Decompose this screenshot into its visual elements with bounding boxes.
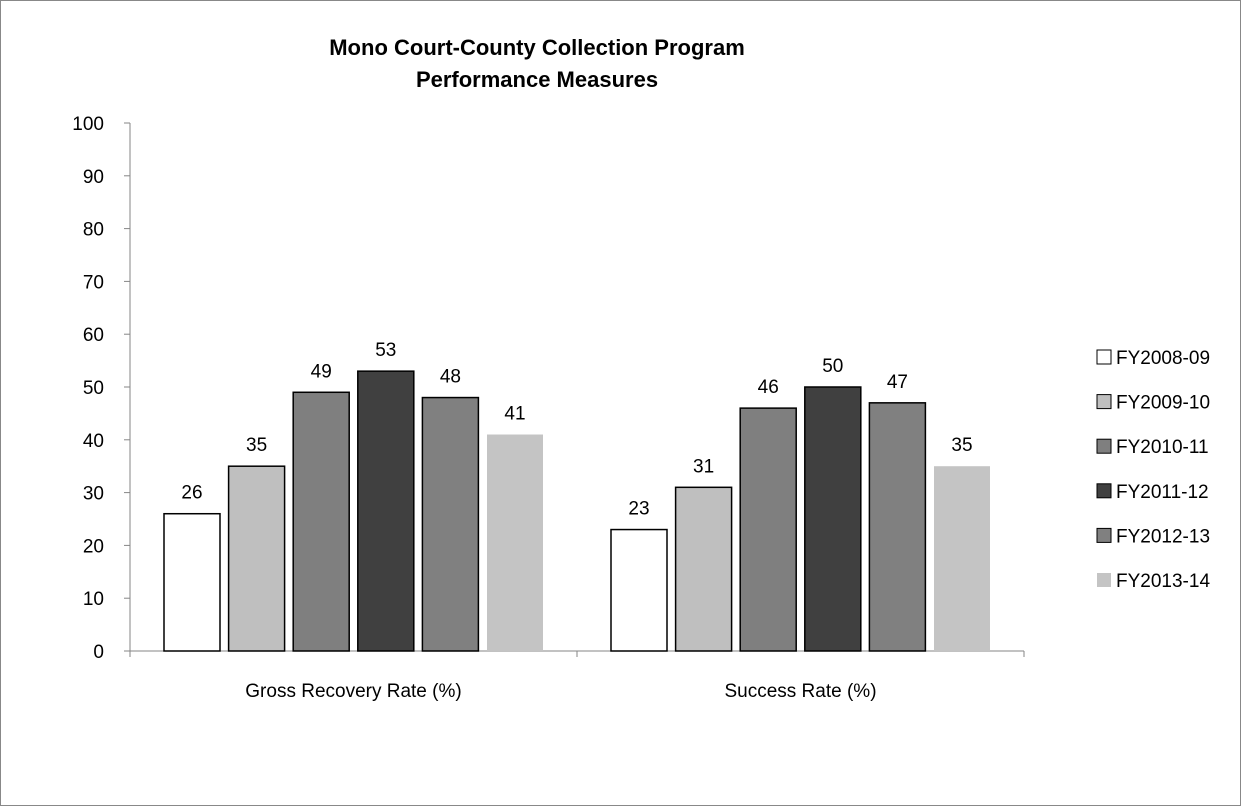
y-tick-label: 100 — [72, 114, 104, 135]
legend-label: FY2013-14 — [1116, 571, 1210, 592]
legend-swatch — [1096, 349, 1112, 365]
legend-swatch — [1096, 394, 1112, 410]
legend-swatch — [1096, 527, 1112, 543]
legend-label: FY2012-13 — [1116, 526, 1210, 547]
legend-label: FY2008-09 — [1116, 348, 1210, 369]
bar-fy2011-12-gross-recovery — [357, 370, 415, 652]
chart-title-line-2: Performance Measures — [416, 67, 658, 92]
data-label: 53 — [375, 340, 396, 361]
y-tick-label: 40 — [83, 431, 104, 452]
y-tick-label: 0 — [93, 642, 104, 663]
data-label: 26 — [181, 483, 202, 504]
y-tick-label: 60 — [83, 325, 104, 346]
x-category-label: Gross Recovery Rate (%) — [245, 681, 461, 702]
data-label: 46 — [758, 377, 779, 398]
bar-fy2013-14-success — [934, 466, 990, 651]
data-label: 35 — [246, 435, 267, 456]
bar-fy2012-13-gross-recovery — [421, 396, 480, 652]
bar-fy2011-12-success — [804, 386, 862, 652]
x-category-label: Success Rate (%) — [724, 681, 876, 702]
bar-fy2010-11-gross-recovery — [292, 391, 350, 652]
legend-swatch — [1096, 438, 1112, 454]
y-tick-label: 10 — [83, 589, 104, 610]
y-tick-label: 20 — [83, 536, 104, 557]
y-tick-label: 90 — [83, 167, 104, 188]
bar-fy2009-10-success — [674, 486, 733, 652]
legend-label: FY2010-11 — [1116, 437, 1209, 458]
y-tick-label: 80 — [83, 220, 104, 241]
data-label: 49 — [311, 361, 332, 382]
legend-label: FY2011-12 — [1116, 482, 1209, 503]
bar-fy2009-10-gross-recovery — [227, 465, 286, 652]
data-label: 23 — [628, 499, 649, 520]
data-label: 31 — [693, 456, 714, 477]
bar-fy2010-11-success — [739, 407, 797, 652]
axes: 0 10 20 30 40 50 60 70 80 90 100 Gross Recovery Rat… — [72, 114, 1025, 702]
bar-fy2008-09-success — [610, 528, 668, 652]
legend-label: FY2009-10 — [1116, 393, 1210, 414]
legend-swatch — [1096, 483, 1112, 499]
chart-title: Mono Court-County Collection Program Per… — [329, 35, 745, 92]
data-label: 41 — [504, 404, 525, 425]
bar-fy2013-14-gross-recovery — [487, 434, 543, 651]
bars — [163, 370, 990, 652]
bar-fy2012-13-success — [868, 402, 927, 652]
legend: FY2008-09 FY2009-10 FY2010-11 FY2011-12 FY20… — [1096, 348, 1210, 592]
data-label: 47 — [887, 372, 908, 393]
data-labels: 26 35 49 53 48 41 23 31 46 50 47 35 — [181, 340, 972, 519]
legend-swatch — [1097, 573, 1111, 587]
y-tick-label: 30 — [83, 484, 104, 505]
data-label: 35 — [951, 435, 972, 456]
bar-fy2008-09-gross-recovery — [163, 512, 221, 652]
y-tick-label: 70 — [83, 272, 104, 293]
chart-title-line-1: Mono Court-County Collection Program — [329, 35, 745, 60]
y-tick-label: 50 — [83, 378, 104, 399]
data-label: 48 — [440, 367, 461, 388]
data-label: 50 — [822, 356, 843, 377]
